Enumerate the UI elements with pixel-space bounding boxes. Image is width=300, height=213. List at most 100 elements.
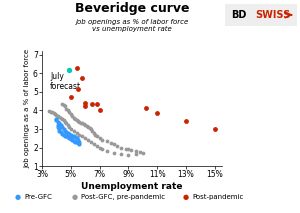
Text: BD: BD xyxy=(231,10,246,20)
Point xyxy=(76,138,80,142)
Point xyxy=(77,120,82,123)
Point xyxy=(94,102,99,106)
Text: SWISS: SWISS xyxy=(255,10,290,20)
Point xyxy=(60,102,64,106)
Point xyxy=(184,119,188,122)
Point xyxy=(140,151,145,155)
Point xyxy=(94,135,99,138)
Point xyxy=(84,125,89,128)
Point xyxy=(112,151,116,155)
Text: ●: ● xyxy=(15,194,21,200)
Point xyxy=(133,152,138,156)
Point xyxy=(112,142,116,145)
Point xyxy=(119,152,124,156)
Point xyxy=(76,88,80,91)
Point xyxy=(65,136,70,139)
Point xyxy=(71,139,76,143)
Point xyxy=(126,148,131,151)
Point xyxy=(61,127,66,131)
Point xyxy=(88,127,93,131)
Point xyxy=(73,140,77,144)
Point xyxy=(70,138,75,142)
Point xyxy=(80,76,85,80)
Point xyxy=(77,140,82,144)
Text: July
forecast: July forecast xyxy=(50,72,81,91)
Point xyxy=(56,125,60,129)
Point xyxy=(67,132,72,135)
Text: Beveridge curve: Beveridge curve xyxy=(75,2,189,15)
Point xyxy=(137,151,142,154)
Point xyxy=(77,142,82,145)
Point xyxy=(70,114,75,118)
Point xyxy=(80,122,85,125)
Point xyxy=(77,133,82,136)
Point xyxy=(67,68,72,71)
Point xyxy=(126,153,131,157)
Point xyxy=(58,124,63,127)
Point xyxy=(83,104,88,108)
Point xyxy=(100,148,105,151)
Point xyxy=(65,124,70,127)
Point xyxy=(86,138,91,142)
Point xyxy=(63,129,68,133)
Point xyxy=(54,113,59,117)
Point xyxy=(87,126,92,130)
Point xyxy=(52,112,57,116)
Point xyxy=(83,124,88,127)
Point xyxy=(71,129,76,133)
Point xyxy=(86,125,91,129)
Point xyxy=(94,144,99,147)
Text: ●: ● xyxy=(183,194,189,200)
Point xyxy=(143,106,148,109)
Point xyxy=(68,138,73,141)
Point xyxy=(54,117,59,121)
Point xyxy=(67,137,72,140)
Point xyxy=(97,109,102,112)
Point xyxy=(56,114,60,118)
Point xyxy=(60,117,64,121)
Point xyxy=(54,118,59,121)
Point xyxy=(63,120,68,123)
Point xyxy=(73,117,77,121)
Point xyxy=(65,131,70,134)
Point xyxy=(92,131,96,134)
Point xyxy=(47,110,52,113)
Point xyxy=(109,141,113,145)
Point xyxy=(74,131,79,134)
Point xyxy=(104,139,109,143)
Point xyxy=(67,125,72,129)
Point xyxy=(68,127,73,131)
Point xyxy=(64,107,69,110)
Text: job openings as % of labor force
vs unemployment rate: job openings as % of labor force vs unem… xyxy=(75,19,189,32)
Point xyxy=(133,150,138,153)
Point xyxy=(57,129,62,133)
Point xyxy=(57,127,62,131)
Point xyxy=(83,101,88,105)
Point xyxy=(73,136,77,139)
Point xyxy=(61,118,66,121)
Point xyxy=(100,138,105,142)
Point xyxy=(90,129,95,133)
Point xyxy=(74,66,79,69)
Point xyxy=(64,122,69,125)
Point xyxy=(80,135,85,138)
Point xyxy=(57,115,62,119)
Text: Post-GFC, pre-pandemic: Post-GFC, pre-pandemic xyxy=(81,194,165,200)
Point xyxy=(76,141,80,145)
Point xyxy=(93,133,98,136)
Text: Pre-GFC: Pre-GFC xyxy=(24,194,52,200)
Point xyxy=(79,121,83,124)
Point xyxy=(92,142,96,145)
Point xyxy=(74,141,79,144)
Point xyxy=(123,147,128,150)
Point xyxy=(63,104,68,108)
Point xyxy=(68,96,73,99)
Point xyxy=(58,130,63,134)
Point xyxy=(48,110,53,114)
Point xyxy=(67,111,72,114)
Point xyxy=(64,130,69,134)
Point xyxy=(65,109,70,112)
Text: ●: ● xyxy=(72,194,78,200)
Point xyxy=(60,132,64,135)
Point xyxy=(56,120,60,123)
